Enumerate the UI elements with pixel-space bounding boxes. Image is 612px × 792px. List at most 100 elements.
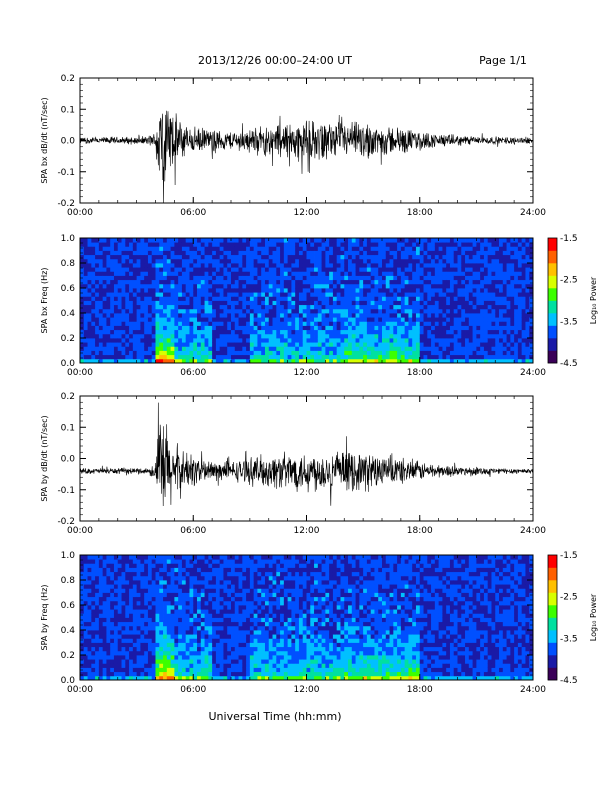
spectrogram-cell [257,263,262,268]
spectrogram-cell [329,242,334,247]
spectrogram-cell [468,308,473,314]
spectrogram-cell [340,296,345,301]
spectrogram-cell [453,358,458,364]
spectrogram-cell [113,242,119,247]
spectrogram-cell [98,596,104,602]
spectrogram-cell [476,350,481,356]
page-title: 2013/12/26 00:00–24:00 UT [198,54,352,67]
spectrogram-cell [434,254,440,260]
spectrogram-cell [283,308,289,314]
spectrogram-cell [83,258,88,264]
spectrogram-cell [487,317,492,322]
spectrogram-cell [147,613,153,618]
spectrogram-cell [208,271,213,276]
spectrogram-cell [351,325,356,331]
spectrogram-cell [83,246,88,251]
spectrogram-cell [355,271,360,276]
spectrogram-cell [366,354,372,360]
spectrogram-cell [310,358,315,364]
spectrogram-cell [147,675,153,681]
spectrogram-cell [234,338,239,343]
spectrogram-cell [144,304,149,310]
spectrogram-cell [517,346,523,351]
spectrogram-cell [449,250,455,256]
spectrogram-cell [155,671,160,677]
spectrogram-cell [431,321,436,326]
spectrogram-cell [306,321,311,326]
spectrogram-cell [321,246,326,251]
spectrogram-cell [140,667,145,673]
spectrogram-cell [178,338,183,343]
spectrogram-cell [253,279,258,285]
spectrogram-cell [147,313,153,318]
spectrogram-cell [200,254,205,260]
spectrogram-cell [185,613,190,618]
y-axis-label: SPA by dB/dt (nT/sec) [40,415,49,501]
spectrogram-cell [476,275,481,281]
spectrogram-cell [325,342,330,347]
spectrogram-cell [257,254,262,260]
spectrogram-cell [83,267,88,272]
spectrogram-cell [178,667,183,673]
spectrogram-cell [166,279,171,285]
spectrogram-cell [491,317,496,322]
spectrogram-cell [132,588,138,593]
spectrogram-cell [457,321,462,326]
spectrogram-cell [283,354,289,360]
spectrogram-cell [231,317,236,322]
spectrogram-cell [91,563,96,568]
spectrogram-cell [219,267,224,272]
spectrogram-cell [325,279,330,285]
spectrogram-cell [113,584,119,589]
spectrogram-cell [246,254,251,260]
spectrogram-cell [499,246,504,251]
spectrogram-cell [80,671,85,677]
spectrogram-cell [102,342,107,347]
spectrogram-cell [472,325,477,331]
spectrogram-cell [163,617,168,623]
spectrogram-cell [249,296,255,301]
spectrogram-cell [408,350,413,356]
spectrogram-cell [385,329,390,335]
spectrogram-cell [166,313,171,318]
spectrogram-cell [132,250,138,256]
spectrogram-cell [344,267,349,272]
spectrogram-cell [431,346,436,351]
spectrogram-cell [140,358,145,364]
spectrogram-cell [106,609,111,614]
spectrogram-cell [242,271,247,276]
spectrogram-cell [514,258,519,264]
spectrogram-cell [344,325,349,331]
spectrogram-cell [415,329,421,335]
spectrogram-cell [185,671,190,677]
spectrogram-cell [287,300,292,306]
spectrogram-cell [434,271,440,276]
spectrogram-cell [253,296,258,301]
spectrogram-cell [144,663,149,668]
spectrogram-cell [510,250,515,256]
spectrogram-cell [166,263,171,268]
spectrogram-cell [340,283,345,289]
spectrogram-cell [298,292,304,297]
spectrogram-cell [193,350,198,356]
spectrogram-cell [427,300,432,306]
spectrogram-cell [80,288,85,293]
spectrogram-cell [287,329,292,335]
spectrogram-cell [87,292,92,297]
spectrogram-cell [483,238,489,243]
spectrogram-cell [238,271,243,276]
spectrogram-cell [170,304,175,310]
spectrogram-cell [95,596,100,602]
spectrogram-cell [98,617,104,623]
spectrogram-cell [291,333,296,339]
spectrogram-cell [117,621,122,627]
spectrogram-cell [514,271,519,276]
spectrogram-cell [434,333,440,339]
spectrogram-cell [446,263,451,268]
spectrogram-cell [310,246,315,251]
spectrogram-cell [419,300,424,306]
spectrogram-cell [227,354,232,360]
spectrogram-cell [197,321,202,326]
spectrogram-cell [453,238,458,243]
spectrogram-cell [521,271,526,276]
